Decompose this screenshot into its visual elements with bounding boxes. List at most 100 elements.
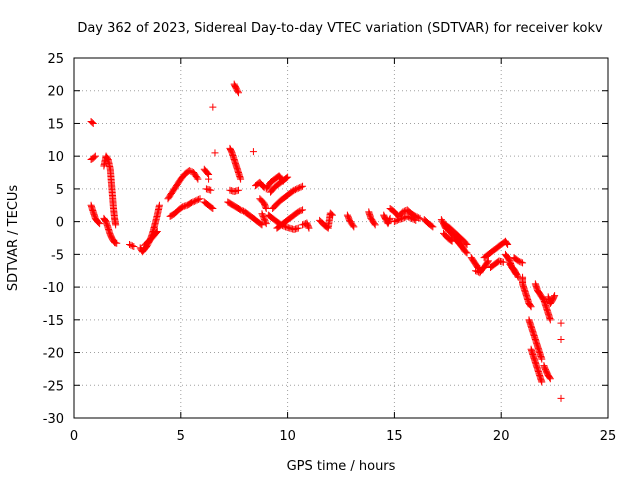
data-point	[546, 374, 554, 382]
data-point	[234, 89, 242, 97]
data-point	[291, 186, 299, 194]
data-point	[349, 222, 357, 230]
data-point	[262, 203, 270, 211]
y-axis-label: SDTVAR / TECUs	[6, 185, 21, 292]
data-point	[538, 378, 546, 386]
data-point	[393, 216, 401, 224]
data-point	[370, 220, 378, 228]
data-point	[503, 239, 511, 247]
axis-ticks: 0 5 10 15 20 25 -30 -25 -20 -15 -10 -5 0 5 10 15 20 25	[43, 52, 617, 444]
data-point	[284, 173, 292, 181]
data-point	[189, 198, 197, 206]
data-point	[350, 223, 358, 231]
x-tick-label: 5	[177, 429, 185, 444]
data-point	[299, 221, 307, 229]
data-point	[392, 217, 400, 225]
data-point	[410, 216, 418, 224]
data-point	[484, 258, 492, 266]
data-point	[290, 186, 298, 194]
data-point	[234, 87, 242, 95]
data-point	[463, 249, 471, 257]
data-point	[557, 319, 565, 327]
data-point	[110, 237, 118, 245]
x-tick-label: 25	[600, 429, 617, 444]
data-point	[195, 195, 203, 203]
data-point	[204, 169, 212, 177]
data-point	[403, 212, 411, 220]
data-point	[412, 216, 420, 224]
x-tick-label: 0	[70, 429, 78, 444]
data-point	[262, 218, 270, 226]
data-point	[405, 213, 413, 221]
data-point	[390, 218, 398, 226]
data-point	[237, 206, 245, 214]
data-point	[428, 222, 436, 230]
data-point	[550, 293, 558, 301]
data-point	[538, 355, 546, 363]
data-point	[409, 215, 417, 223]
data-point	[463, 241, 471, 249]
data-point	[187, 199, 195, 207]
y-tick-label: 10	[47, 150, 64, 165]
y-tick-label: -5	[51, 248, 64, 263]
data-point	[299, 182, 307, 190]
data-point	[299, 206, 307, 214]
data-point	[462, 239, 470, 247]
data-point	[416, 214, 424, 222]
data-point	[194, 175, 202, 183]
data-point	[328, 211, 336, 219]
data-point	[209, 103, 217, 111]
y-tick-label: 15	[47, 117, 64, 132]
data-points	[87, 80, 565, 402]
data-point	[185, 167, 193, 175]
x-axis-label: GPS time / hours	[287, 459, 396, 474]
data-point	[294, 184, 302, 192]
data-point	[152, 229, 160, 237]
data-point	[296, 184, 304, 192]
data-point	[90, 153, 98, 161]
data-point	[211, 149, 219, 157]
data-point	[484, 257, 492, 265]
data-point	[238, 207, 246, 215]
data-point	[514, 272, 522, 280]
data-point	[546, 375, 554, 383]
data-point	[499, 258, 507, 266]
data-point	[130, 243, 138, 251]
data-point	[305, 224, 313, 232]
data-point	[283, 174, 291, 182]
y-tick-label: 5	[56, 183, 64, 198]
data-point	[153, 227, 161, 235]
data-point	[193, 174, 201, 182]
grid-lines	[74, 58, 608, 418]
data-point	[89, 119, 97, 127]
y-tick-label: -20	[43, 347, 64, 362]
data-point	[187, 167, 195, 175]
data-point	[126, 241, 134, 249]
data-point	[95, 219, 103, 227]
data-point	[294, 224, 302, 232]
data-point	[262, 220, 270, 228]
data-point	[190, 197, 198, 205]
data-point	[407, 214, 415, 222]
y-tick-label: 25	[47, 52, 64, 67]
data-point	[207, 186, 215, 194]
data-point	[429, 223, 437, 231]
chart-title: Day 362 of 2023, Sidereal Day-to-day VTE…	[77, 21, 603, 36]
data-point	[262, 205, 270, 213]
x-tick-label: 20	[493, 429, 510, 444]
data-point	[258, 221, 266, 229]
data-point	[516, 258, 524, 266]
data-point	[297, 207, 305, 215]
data-point	[546, 316, 554, 324]
data-point	[234, 186, 242, 194]
data-point	[294, 208, 302, 216]
data-point	[386, 216, 394, 224]
data-point	[514, 257, 522, 265]
y-tick-label: 0	[56, 216, 64, 231]
x-tick-label: 10	[279, 429, 296, 444]
data-point	[112, 221, 120, 229]
data-point	[297, 183, 305, 191]
data-point	[193, 196, 201, 204]
data-point	[399, 214, 407, 222]
